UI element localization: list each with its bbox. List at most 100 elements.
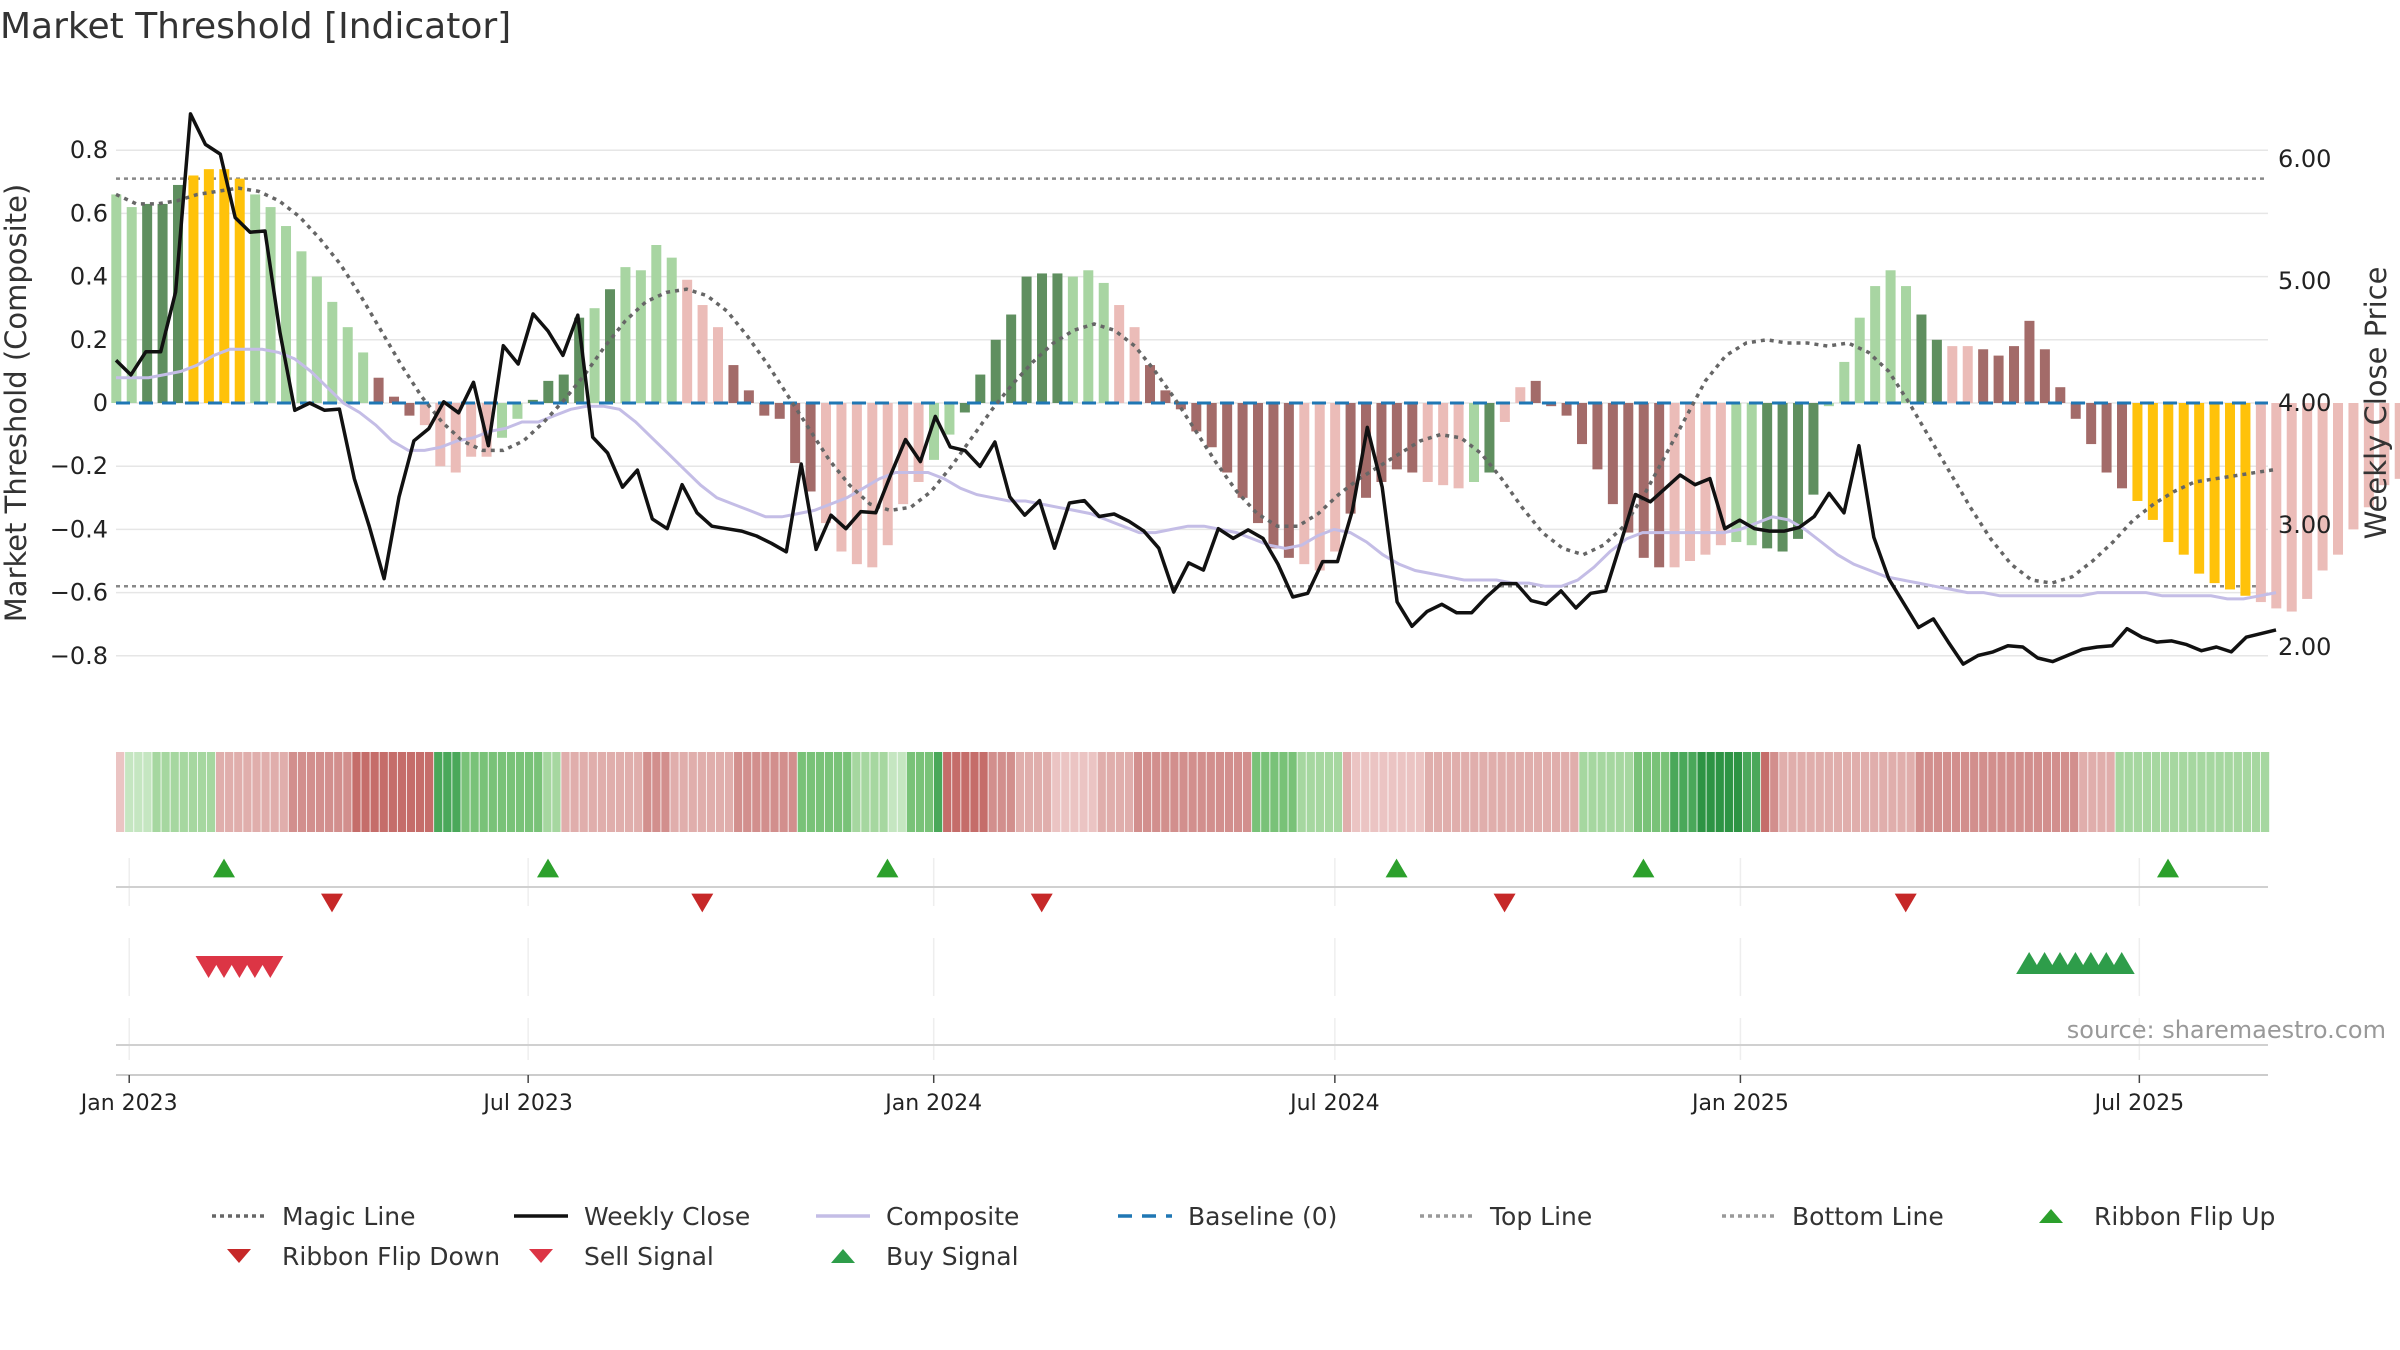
ribbon-cell	[2151, 752, 2161, 832]
x-tick-label: Jan 2025	[1690, 1091, 1789, 1116]
ribbon-cell	[1824, 752, 1833, 832]
histogram-bar	[2302, 403, 2313, 599]
ribbon-cell	[1206, 752, 1215, 832]
histogram-bar	[790, 403, 801, 464]
triangle-up-icon	[2039, 1209, 2063, 1223]
ribbon-cell	[2206, 752, 2215, 832]
ribbon-cell	[225, 752, 234, 832]
dotted-line-icon	[1420, 1214, 1474, 1218]
y-axis-right-label: Weekly Close Price	[2359, 267, 2393, 540]
ribbon-cell	[188, 752, 197, 832]
histogram-bar	[2225, 403, 2236, 590]
ribbon-cell	[434, 752, 443, 832]
ribbon-cell	[1506, 752, 1515, 832]
histogram-bar	[1175, 403, 1186, 410]
ribbon-cell	[988, 752, 997, 832]
x-axis: Jan 2023 Jul 2023 Jan 2024 Jul 2024 Jan 2025…	[79, 1074, 2268, 1116]
histogram-bar	[1916, 314, 1927, 403]
ribbon-cell	[515, 752, 525, 832]
ribbon-cell	[125, 752, 134, 832]
histogram-bar	[620, 267, 631, 403]
ribbon-cell	[1079, 752, 1088, 832]
ribbon-flip-up-marker	[876, 858, 899, 878]
legend-item-weekly-close: Weekly Close	[512, 1196, 814, 1236]
y-right-tick: 6.00	[2278, 145, 2331, 173]
ribbon-cell	[1433, 752, 1443, 832]
ribbon-cell	[797, 752, 806, 832]
y-right-tick: 2.00	[2278, 633, 2331, 661]
histogram-bar	[2132, 403, 2143, 501]
ribbon-flip-up-marker	[537, 858, 559, 878]
histogram-bar	[1607, 403, 1618, 505]
histogram-bar	[157, 203, 168, 403]
histogram-bar	[605, 289, 616, 403]
histogram-bar	[635, 270, 646, 403]
ribbon-cell	[470, 752, 479, 832]
ribbon-cell	[1624, 752, 1633, 832]
histogram-bar	[481, 403, 492, 457]
ribbon-cell	[1897, 752, 1906, 832]
histogram-bar	[1931, 339, 1942, 403]
ribbon-cell	[933, 752, 943, 832]
ribbon-cell	[1006, 752, 1015, 832]
ribbon-cell	[1270, 752, 1279, 832]
histogram-bar	[2163, 403, 2174, 543]
histogram-bar	[1006, 314, 1017, 403]
legend-item-sell-signal: Sell Signal	[512, 1236, 814, 1276]
ribbon-cell	[1288, 752, 1297, 832]
ribbon-cell	[2033, 752, 2042, 832]
ribbon-flip-down-marker	[1894, 893, 1917, 913]
ribbon-cell	[1942, 752, 1952, 832]
legend-label: Top Line	[1490, 1201, 1593, 1231]
histogram-bar	[929, 403, 940, 460]
ribbon-cell	[2170, 752, 2179, 832]
ribbon-cell	[2060, 752, 2070, 832]
ribbon-cell	[2188, 752, 2197, 832]
y-left-tick: 0.8	[70, 136, 108, 164]
ribbon-cell	[1115, 752, 1125, 832]
ribbon-cell	[1870, 752, 1879, 832]
histogram-bar	[1469, 403, 1480, 482]
ribbon-cell	[116, 752, 125, 832]
ribbon-cell	[1488, 752, 1497, 832]
ribbon-cell	[1133, 752, 1143, 832]
histogram-bar	[419, 403, 430, 426]
ribbon-cell	[1297, 752, 1306, 832]
histogram-bar	[1962, 346, 1973, 403]
histogram-bar	[913, 403, 924, 482]
legend-item-buy-signal: Buy Signal	[814, 1236, 1116, 1276]
ribbon-cell	[1724, 752, 1733, 832]
ribbon-cell	[688, 752, 697, 832]
ribbon-cell	[1615, 752, 1624, 832]
ribbon-flip-up-marker	[213, 858, 235, 878]
ribbon-cell	[2197, 752, 2206, 832]
histogram-bar	[404, 403, 415, 416]
histogram-bar	[543, 380, 554, 403]
histogram-bar	[373, 377, 384, 403]
regime-ribbon	[116, 752, 2270, 832]
histogram-bar	[975, 374, 986, 403]
ribbon-cell	[379, 752, 388, 832]
legend-label: Bottom Line	[1792, 1201, 1944, 1231]
ribbon-cell	[1352, 752, 1361, 832]
ribbon-cell	[2042, 752, 2052, 832]
histogram-bar	[1499, 403, 1510, 422]
ribbon-cell	[2024, 752, 2033, 832]
ribbon-cell	[1279, 752, 1288, 832]
solid-line-icon	[514, 1214, 568, 1218]
legend-item-ribbon-flip-down: Ribbon Flip Down	[210, 1236, 512, 1276]
ribbon-cell	[1751, 752, 1761, 832]
buy-signal-marker	[2108, 951, 2135, 975]
histogram-bar	[851, 403, 862, 565]
ribbon-cell	[788, 752, 797, 832]
ribbon-cell	[215, 752, 225, 832]
histogram-bar	[1145, 365, 1156, 403]
ribbon-flip-down-marker	[1030, 893, 1053, 913]
ribbon-cell	[1452, 752, 1461, 832]
histogram-bar	[1947, 346, 1958, 403]
ribbon-cell	[679, 752, 688, 832]
legend-label: Baseline (0)	[1188, 1201, 1338, 1231]
histogram-bar	[898, 403, 909, 505]
legend-label: Sell Signal	[584, 1241, 714, 1271]
histogram-bar	[682, 279, 693, 403]
